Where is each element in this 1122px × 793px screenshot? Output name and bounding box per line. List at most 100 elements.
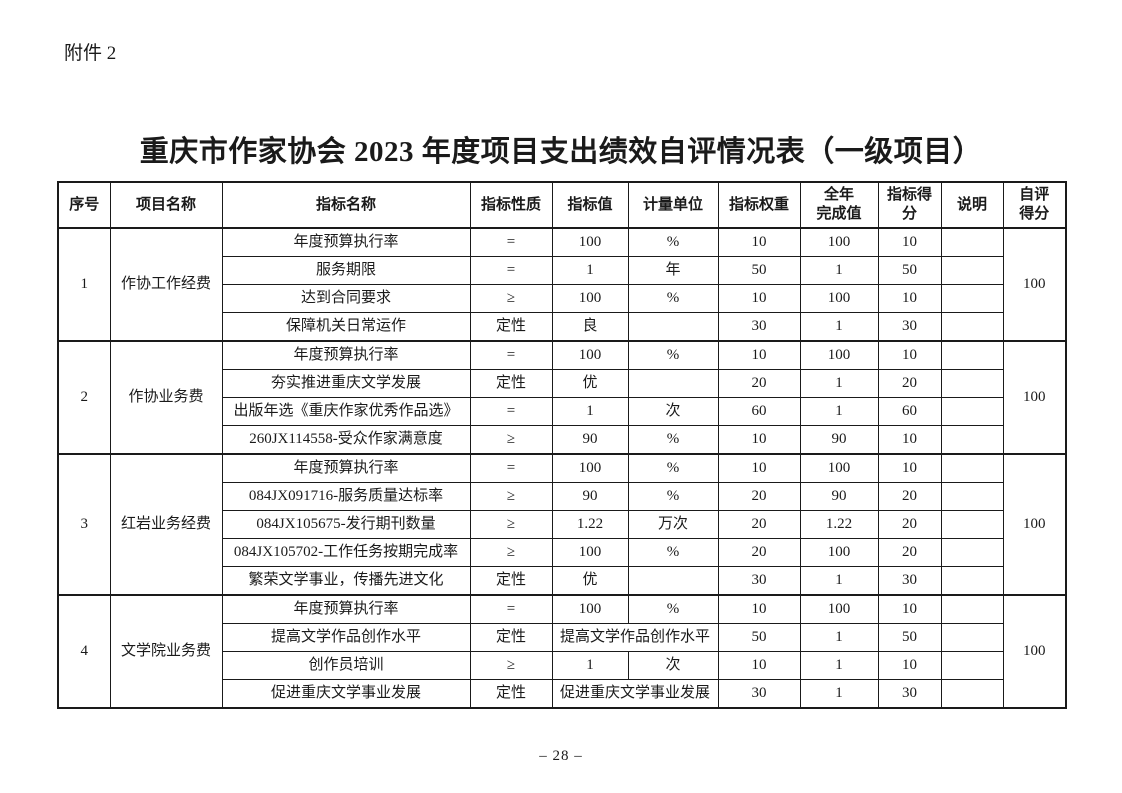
indicator-value-cell: 1.22	[551, 510, 629, 539]
unit-cell: %	[627, 340, 719, 370]
note-cell	[940, 256, 1004, 285]
weight-cell: 20	[717, 538, 801, 567]
unit-cell	[627, 566, 719, 596]
weight-cell: 10	[717, 340, 801, 370]
header-annual-completed: 全年 完成值	[799, 181, 879, 229]
indicator-name-cell: 年度预算执行率	[221, 453, 471, 483]
seq-cell: 4	[57, 594, 111, 709]
completed-cell: 100	[799, 284, 879, 313]
weight-cell: 30	[717, 679, 801, 709]
unit-cell: %	[627, 538, 719, 567]
indicator-name-cell: 084JX105675-发行期刊数量	[221, 510, 471, 539]
indicator-nature-cell: 定性	[469, 623, 553, 652]
unit-cell: %	[627, 425, 719, 455]
indicator-value-cell: 1	[551, 397, 629, 426]
note-cell	[940, 312, 1004, 342]
table-row: 1 作协工作经费 年度预算执行率 = 100 % 10 100 10 100	[57, 227, 1067, 342]
completed-cell: 1	[799, 397, 879, 426]
indicator-value-cell: 1	[551, 256, 629, 285]
completed-cell: 1	[799, 623, 879, 652]
table-row: 创作员培训 ≥ 1 次 10 1 10	[58, 651, 1066, 680]
score-cell: 10	[877, 651, 942, 680]
completed-cell: 1	[799, 256, 879, 285]
indicator-value-cell: 优	[551, 369, 629, 398]
indicator-nature-cell: =	[469, 453, 553, 483]
header-unit: 计量单位	[627, 181, 719, 229]
unit-cell: %	[627, 284, 719, 313]
weight-cell: 20	[717, 482, 801, 511]
indicator-nature-cell: ≥	[469, 510, 553, 539]
completed-cell: 1	[799, 369, 879, 398]
indicator-value-cell: 100	[551, 453, 629, 483]
score-cell: 30	[877, 679, 942, 709]
table-row: 出版年选《重庆作家优秀作品选》 = 1 次 60 1 60	[58, 397, 1066, 426]
project-name-cell: 作协工作经费	[109, 227, 223, 342]
indicator-value-cell: 良	[551, 312, 629, 342]
indicator-nature-cell: 定性	[469, 679, 553, 709]
indicator-nature-cell: =	[469, 340, 553, 370]
score-cell: 20	[877, 510, 942, 539]
table-row: 促进重庆文学事业发展 定性 促进重庆文学事业发展 30 1 30	[58, 679, 1066, 709]
unit-cell: %	[627, 482, 719, 511]
completed-cell: 100	[799, 227, 879, 257]
score-cell: 30	[877, 566, 942, 596]
unit-cell: %	[627, 227, 719, 257]
indicator-name-cell: 年度预算执行率	[221, 340, 471, 370]
indicator-value-cell: 100	[551, 538, 629, 567]
indicator-name-cell: 达到合同要求	[221, 284, 471, 313]
indicator-name-cell: 084JX105702-工作任务按期完成率	[221, 538, 471, 567]
weight-cell: 10	[717, 651, 801, 680]
completed-cell: 100	[799, 453, 879, 483]
score-cell: 10	[877, 227, 942, 257]
weight-cell: 20	[717, 369, 801, 398]
table-row: 084JX105675-发行期刊数量 ≥ 1.22 万次 20 1.22 20	[58, 510, 1066, 539]
note-cell	[940, 510, 1004, 539]
indicator-nature-cell: ≥	[469, 284, 553, 313]
note-cell	[940, 623, 1004, 652]
completed-cell: 100	[799, 594, 879, 624]
unit-cell: 次	[627, 397, 719, 426]
header-seq: 序号	[57, 181, 111, 229]
note-cell	[940, 651, 1004, 680]
indicator-name-cell: 创作员培训	[221, 651, 471, 680]
page-number: – 28 –	[539, 748, 583, 764]
completed-cell: 90	[799, 482, 879, 511]
note-cell	[940, 227, 1004, 257]
header-row: 序号 项目名称 指标名称 指标性质 指标值 计量单位 指标权重 全年 完成值 指…	[57, 181, 1067, 229]
completed-cell: 100	[799, 340, 879, 370]
indicator-name-cell: 繁荣文学事业，传播先进文化	[221, 566, 471, 596]
table-row: 084JX105702-工作任务按期完成率 ≥ 100 % 20 100 20	[58, 538, 1066, 567]
unit-cell	[627, 369, 719, 398]
self-score-cell: 100	[1002, 594, 1067, 709]
seq-cell: 1	[57, 227, 111, 342]
completed-cell: 1	[799, 566, 879, 596]
note-cell	[940, 566, 1004, 596]
weight-cell: 50	[717, 256, 801, 285]
indicator-value-cell: 优	[551, 566, 629, 596]
header-indicator-score: 指标得分	[877, 181, 942, 229]
table-row: 保障机关日常运作 定性 良 30 1 30	[58, 312, 1066, 342]
indicator-nature-cell: =	[469, 227, 553, 257]
indicator-nature-cell: 定性	[469, 566, 553, 596]
self-score-cell: 100	[1002, 453, 1067, 596]
note-cell	[940, 594, 1004, 624]
seq-cell: 3	[57, 453, 111, 596]
indicator-nature-cell: =	[469, 397, 553, 426]
header-indicator-nature: 指标性质	[469, 181, 553, 229]
score-cell: 10	[877, 425, 942, 455]
unit-cell: 万次	[627, 510, 719, 539]
self-score-cell: 100	[1002, 340, 1067, 455]
note-cell	[940, 679, 1004, 709]
unit-cell: 年	[627, 256, 719, 285]
completed-cell: 90	[799, 425, 879, 455]
indicator-nature-cell: 定性	[469, 369, 553, 398]
score-cell: 10	[877, 594, 942, 624]
weight-cell: 10	[717, 227, 801, 257]
score-cell: 20	[877, 482, 942, 511]
table-row: 达到合同要求 ≥ 100 % 10 100 10	[58, 284, 1066, 313]
indicator-value-cell: 100	[551, 594, 629, 624]
project-name-cell: 红岩业务经费	[109, 453, 223, 596]
unit-cell: %	[627, 594, 719, 624]
score-cell: 10	[877, 453, 942, 483]
indicator-nature-cell: ≥	[469, 651, 553, 680]
